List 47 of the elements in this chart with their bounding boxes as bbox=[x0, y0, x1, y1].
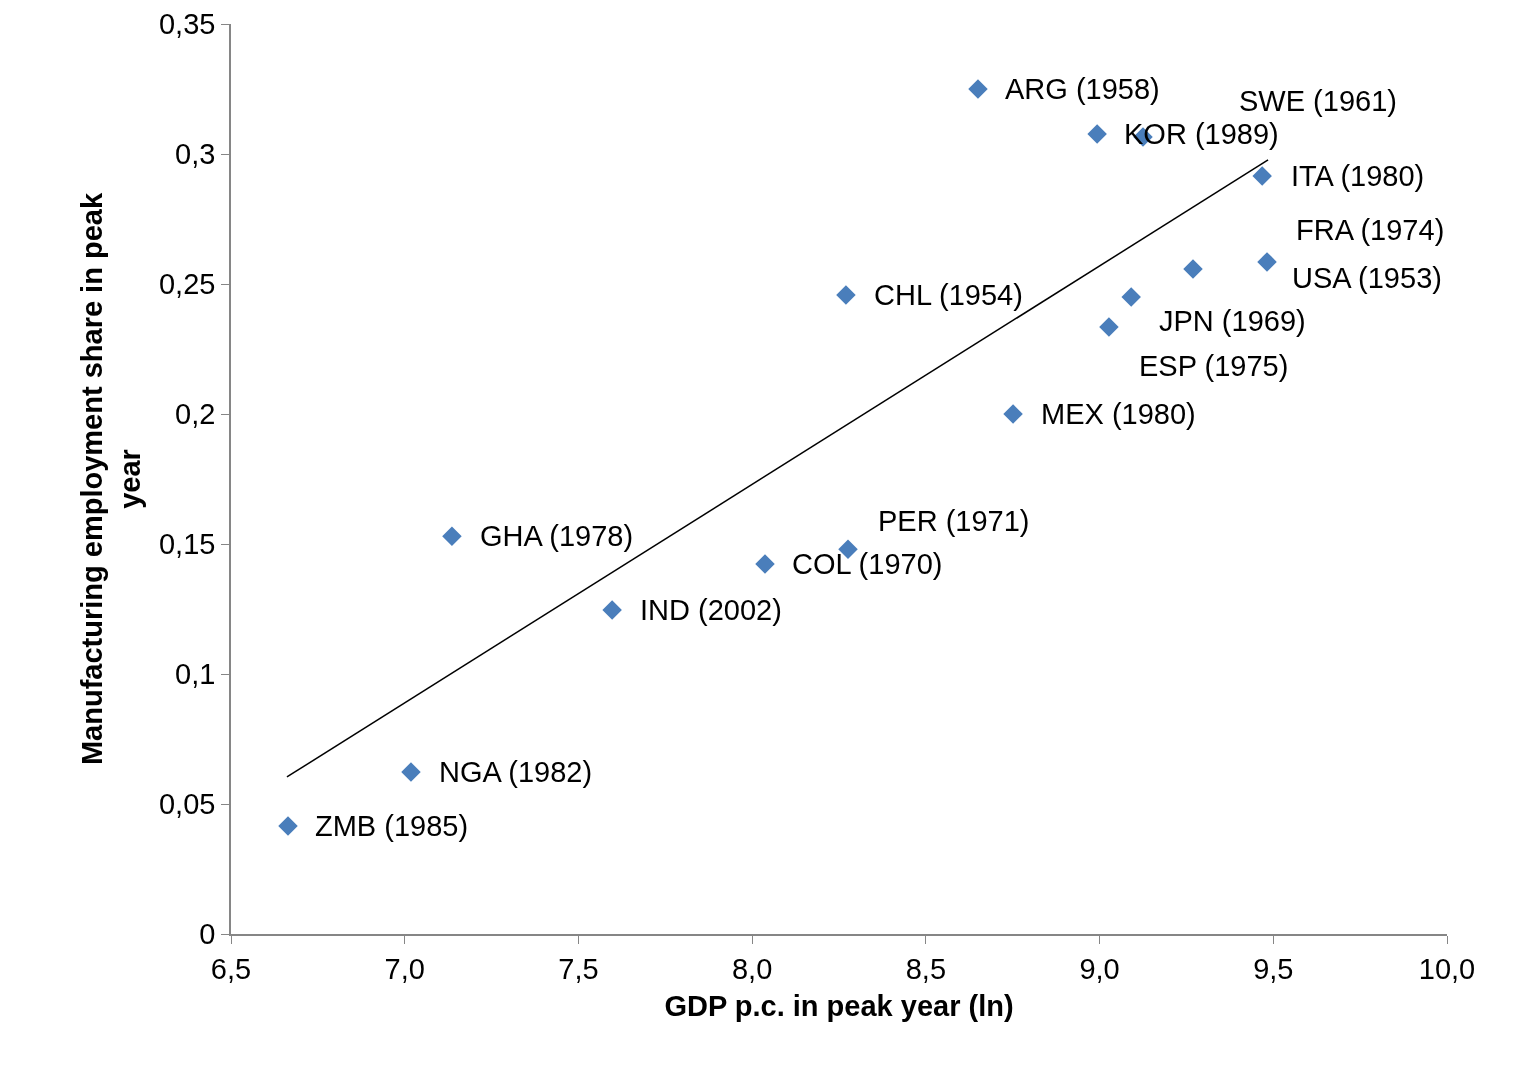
point bbox=[968, 79, 988, 99]
x-tick-label: 7,0 bbox=[384, 952, 425, 985]
x-tick-label: 9,0 bbox=[1079, 952, 1120, 985]
point bbox=[1087, 124, 1107, 144]
x-tick-label: 7,5 bbox=[558, 952, 599, 985]
annotation: ITA (1980) bbox=[1291, 160, 1425, 192]
annotation: FRA (1974) bbox=[1296, 214, 1445, 246]
point bbox=[755, 554, 775, 574]
point bbox=[1099, 317, 1119, 337]
y-tick-label: 0,1 bbox=[175, 658, 216, 691]
y-tick-label: 0,15 bbox=[159, 528, 216, 561]
y-tick-label: 0 bbox=[199, 918, 216, 951]
point bbox=[401, 762, 421, 782]
annotation: COL (1970) bbox=[792, 548, 943, 580]
annotation: CHL (1954) bbox=[874, 279, 1023, 311]
x-tick-label: 6,5 bbox=[210, 952, 252, 985]
y-tick-label: 0,3 bbox=[175, 138, 216, 171]
point bbox=[442, 526, 462, 546]
annotation: JPN (1969) bbox=[1159, 305, 1306, 337]
point bbox=[1252, 166, 1272, 186]
annotation: NGA (1982) bbox=[439, 756, 593, 788]
annotation: GHA (1978) bbox=[480, 520, 634, 552]
point bbox=[602, 600, 622, 620]
point bbox=[1257, 252, 1277, 272]
point bbox=[1183, 259, 1203, 279]
y-axis-title: Manufacturing employment share in peak year bbox=[76, 192, 146, 766]
x-tick-label: 8,5 bbox=[905, 952, 947, 985]
y-tick-label: 0,25 bbox=[159, 268, 216, 301]
x-tick-label: 10,0 bbox=[1418, 952, 1476, 985]
x-tick-label: 9,5 bbox=[1253, 952, 1294, 985]
annotation: ARG (1958) bbox=[1005, 73, 1160, 105]
x-tick-label: 8,0 bbox=[731, 952, 773, 985]
point bbox=[278, 816, 298, 836]
annotation: IND (2002) bbox=[640, 594, 782, 626]
annotation: MEX (1980) bbox=[1041, 398, 1196, 430]
annotation: ZMB (1985) bbox=[315, 810, 469, 842]
point bbox=[836, 285, 856, 305]
annotation: USA (1953) bbox=[1292, 262, 1442, 294]
annotation: SWE (1961) bbox=[1239, 85, 1397, 117]
y-tick-label: 0,2 bbox=[175, 398, 216, 431]
x-axis-title: GDP p.c. in peak year (ln) bbox=[664, 989, 1014, 1022]
annotation: ESP (1975) bbox=[1139, 350, 1289, 382]
annotation: PER (1971) bbox=[878, 505, 1030, 537]
point bbox=[1121, 287, 1141, 307]
y-tick-label: 0,35 bbox=[159, 8, 216, 41]
point bbox=[1003, 404, 1023, 424]
y-tick-label: 0,05 bbox=[159, 788, 216, 821]
